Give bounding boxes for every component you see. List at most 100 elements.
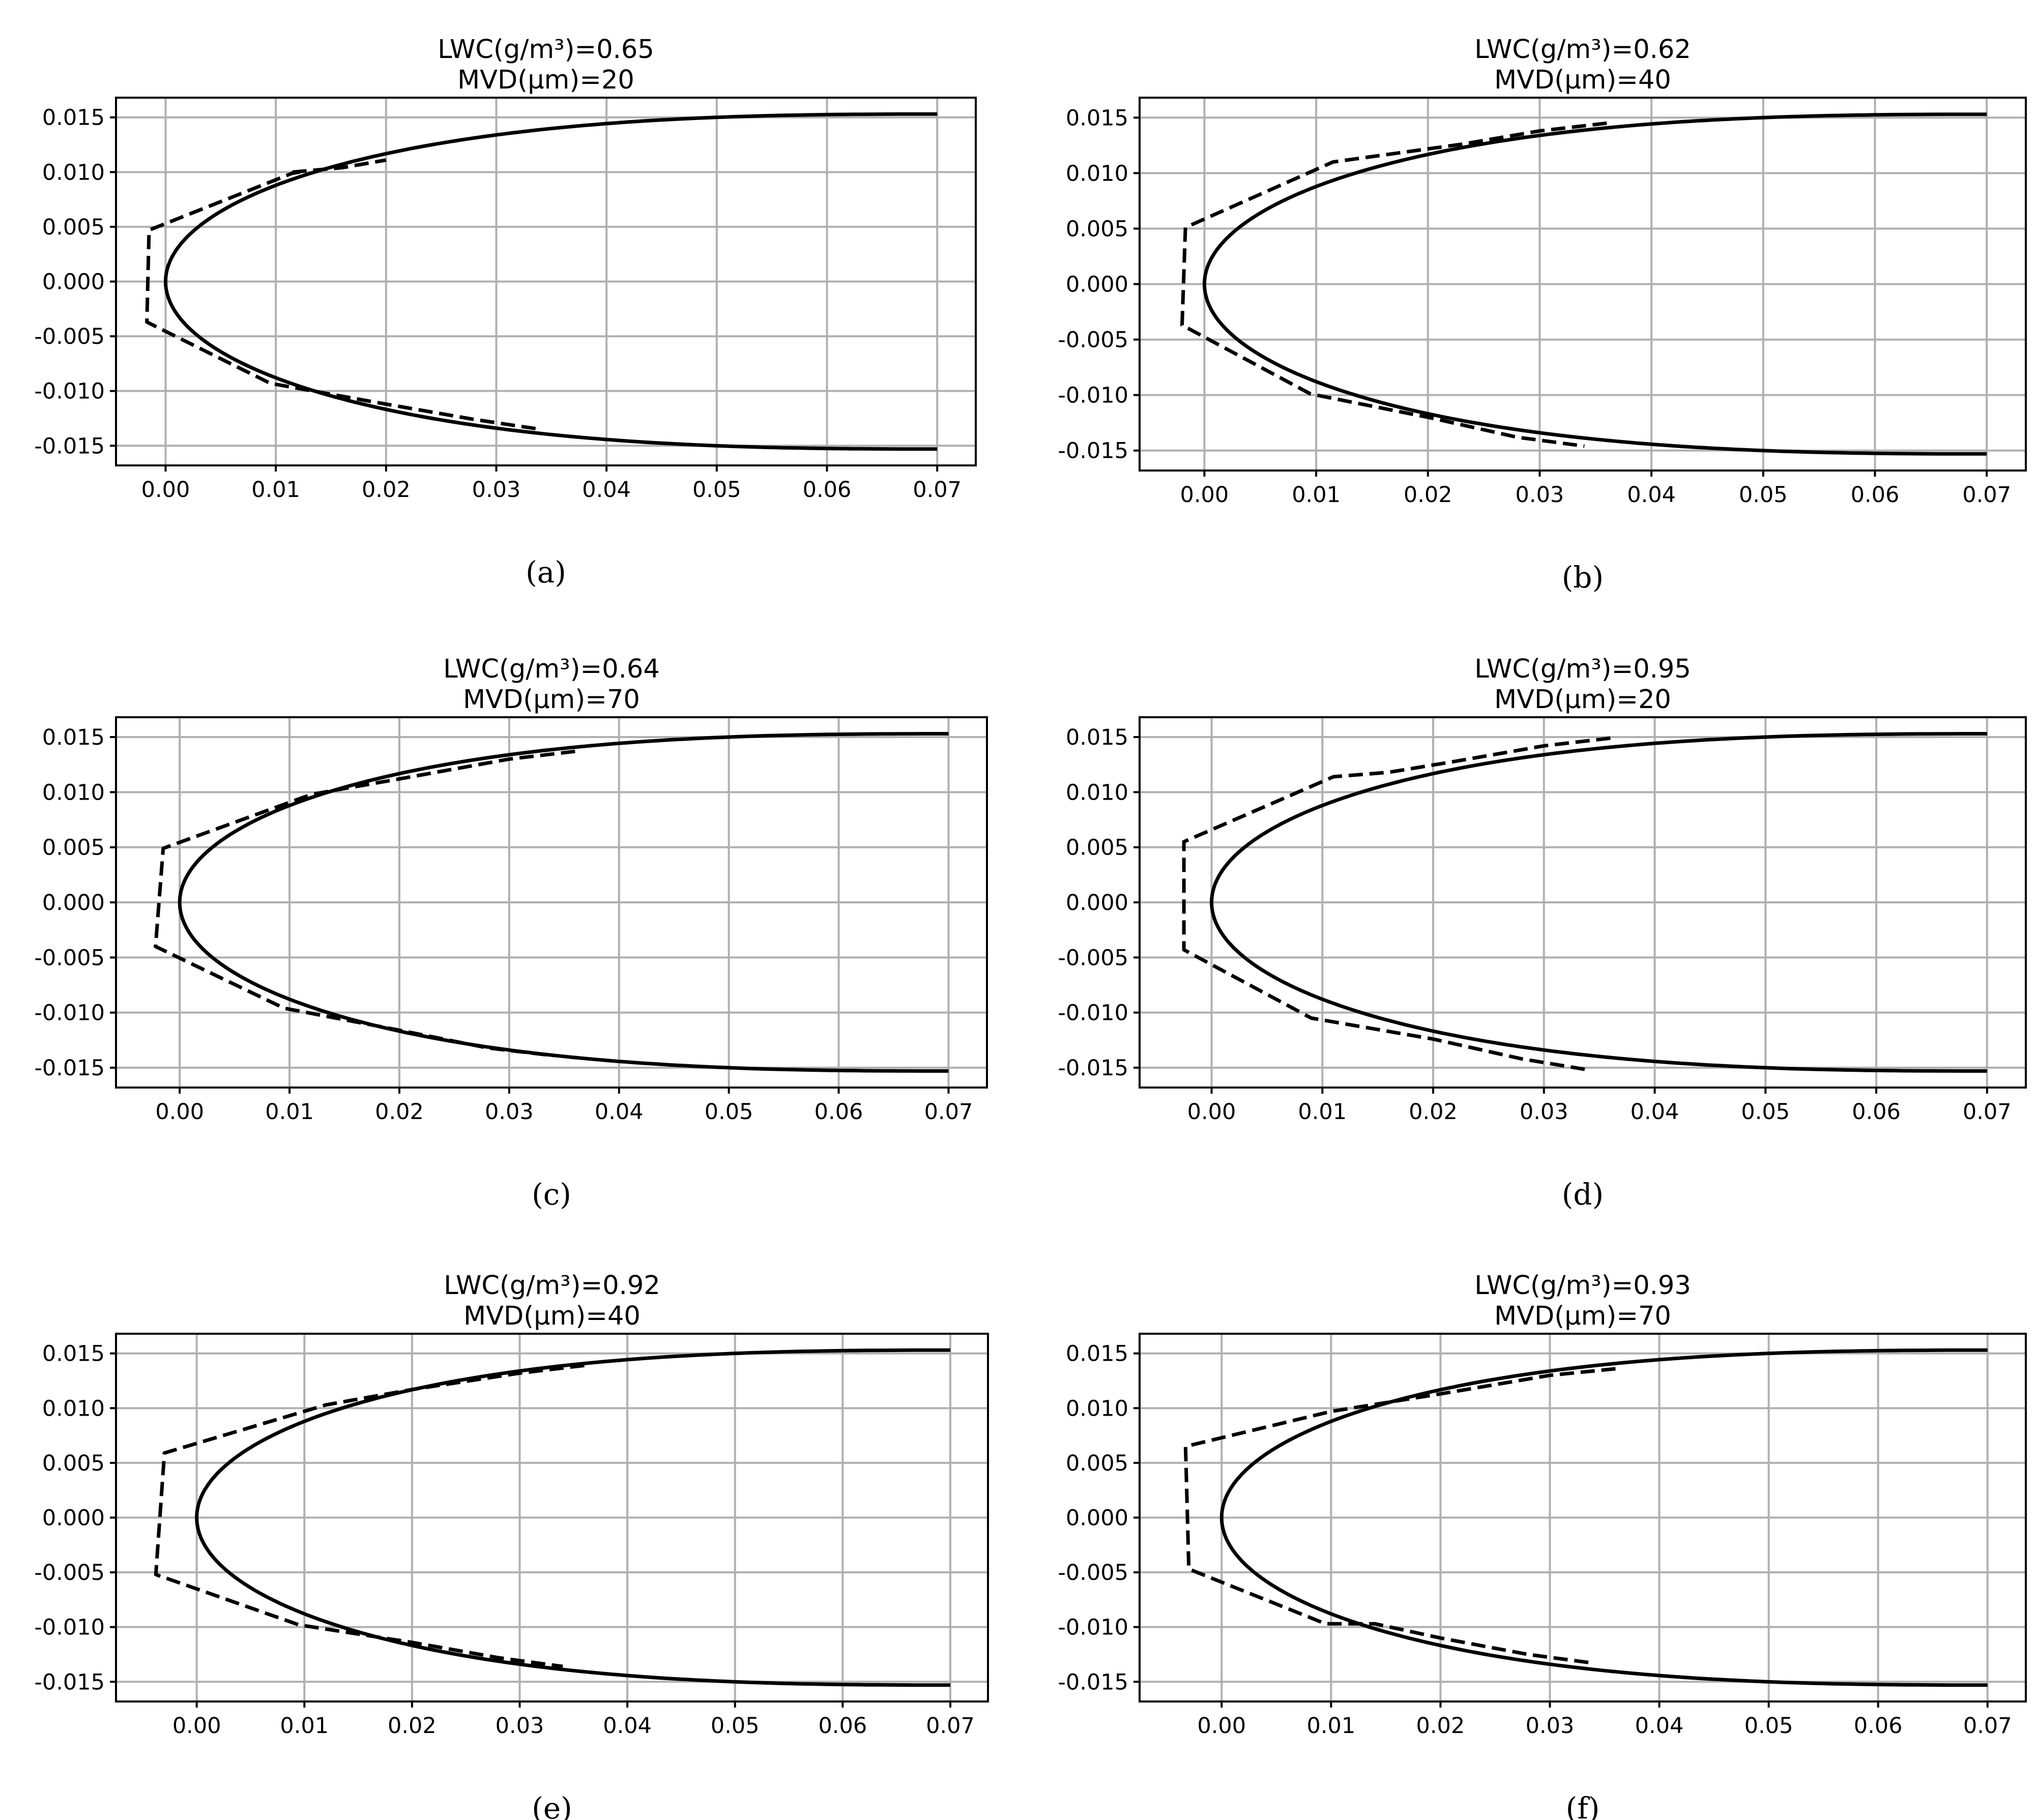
y-tick-label: 0.000 xyxy=(42,890,105,916)
y-tick-label: 0.005 xyxy=(1066,216,1128,242)
ice-shape-line xyxy=(145,170,541,431)
x-tick-label: 0.04 xyxy=(1635,1713,1684,1739)
x-tick-label: 0.06 xyxy=(1851,482,1900,508)
chart-title-lwc: LWC(g/m³)=0.62 xyxy=(1474,35,1691,65)
y-tick-label: -0.010 xyxy=(1058,1001,1128,1026)
x-tick-label: 0.05 xyxy=(692,477,741,503)
ice-shape-line xyxy=(154,749,575,1058)
clean-airfoil-line xyxy=(1210,732,1987,1073)
y-tick-label: -0.005 xyxy=(34,324,105,349)
panel-caption: (e) xyxy=(532,1791,572,1820)
x-tick-label: 0.06 xyxy=(1852,1099,1901,1125)
panel-caption: (f) xyxy=(1566,1791,1600,1820)
y-tick-label: 0.000 xyxy=(42,270,105,295)
y-tick-label: 0.010 xyxy=(42,1396,105,1421)
y-tick-label: 0.000 xyxy=(42,1506,105,1531)
x-tick-label: 0.00 xyxy=(1187,1099,1236,1125)
x-tick-label: 0.05 xyxy=(1739,482,1788,508)
x-tick-label: 0.03 xyxy=(496,1713,544,1739)
clean-airfoil-line xyxy=(1219,1348,1988,1687)
plot-frame xyxy=(115,716,988,1089)
chart-panel-c: 0.00 0.01 0.02 0.03 0.04 0.05 0.06 0.07 0.015 0.0… xyxy=(34,654,988,1212)
y-tick-label: 0.000 xyxy=(1066,272,1128,298)
x-tick-label: 0.07 xyxy=(1963,1713,2012,1739)
x-tick-label: 0.07 xyxy=(924,1099,973,1125)
chart-title-lwc: LWC(g/m³)=0.65 xyxy=(438,35,654,65)
x-tick-label: 0.00 xyxy=(155,1099,204,1125)
x-tick-label: 0.03 xyxy=(485,1099,534,1125)
y-tick-label: 0.005 xyxy=(42,1451,105,1476)
y-tick-label: 0.000 xyxy=(1066,1506,1128,1531)
clean-airfoil-line xyxy=(164,112,938,451)
panel-caption: (d) xyxy=(1562,1177,1604,1212)
x-tick-label: 0.05 xyxy=(1741,1099,1790,1125)
chart-title-mvd: MVD(μm)=20 xyxy=(1494,685,1671,715)
x-tick-label: 0.02 xyxy=(1416,1713,1465,1739)
y-tick-label: 0.015 xyxy=(42,725,105,750)
ice-shape-line xyxy=(1183,1367,1616,1665)
chart-title-lwc: LWC(g/m³)=0.92 xyxy=(444,1271,660,1301)
y-tick-label: 0.010 xyxy=(1066,780,1128,805)
y-tick-label: 0.010 xyxy=(42,780,105,805)
x-tick-label: 0.02 xyxy=(375,1099,424,1125)
x-tick-label: 0.07 xyxy=(913,477,962,503)
x-tick-label: 0.06 xyxy=(815,1099,863,1125)
x-tick-label: 0.01 xyxy=(1306,1713,1355,1739)
y-tick-label: 0.005 xyxy=(42,835,105,861)
ice-shape-line xyxy=(1182,736,1611,1072)
y-tick-label: 0.005 xyxy=(42,215,105,240)
chart-title-mvd: MVD(μm)=20 xyxy=(457,65,634,95)
plot-frame xyxy=(1139,1333,2027,1702)
y-tick-label: -0.010 xyxy=(1058,1615,1128,1640)
x-tick-label: 0.02 xyxy=(1409,1099,1458,1125)
x-tick-label: 0.05 xyxy=(705,1099,753,1125)
x-tick-label: 0.06 xyxy=(803,477,852,503)
chart-panel-d: 0.00 0.01 0.02 0.03 0.04 0.05 0.06 0.07 0.015 0.0… xyxy=(1058,654,2027,1212)
y-tick-label: 0.010 xyxy=(42,160,105,185)
x-tick-label: 0.05 xyxy=(1744,1713,1793,1739)
x-tick-label: 0.02 xyxy=(388,1713,437,1739)
chart-panel-e: 0.00 0.01 0.02 0.03 0.04 0.05 0.06 0.07 0.015 0.0… xyxy=(34,1271,989,1820)
chart-title-lwc: LWC(g/m³)=0.93 xyxy=(1474,1271,1691,1301)
ice-shape-line xyxy=(292,158,387,174)
y-tick-label: 0.015 xyxy=(42,105,105,131)
y-tick-label: 0.010 xyxy=(1066,1396,1128,1421)
x-tick-label: 0.00 xyxy=(1197,1713,1246,1739)
y-tick-label: -0.005 xyxy=(34,945,105,971)
x-tick-label: 0.00 xyxy=(172,1713,221,1739)
y-tick-label: 0.005 xyxy=(1066,835,1128,861)
chart-panel-b: 0.00 0.01 0.02 0.03 0.04 0.05 0.06 0.07 0.015 0.0… xyxy=(1058,35,2027,595)
x-tick-label: 0.01 xyxy=(1292,482,1341,508)
ice-shape-line xyxy=(1180,121,1607,448)
x-tick-label: 0.06 xyxy=(818,1713,867,1739)
plot-frame xyxy=(115,97,977,466)
y-tick-label: 0.015 xyxy=(1066,1341,1128,1367)
x-tick-label: 0.07 xyxy=(1962,482,2011,508)
plot-frame xyxy=(1139,97,2027,472)
x-tick-label: 0.07 xyxy=(1963,1099,2012,1125)
x-tick-label: 0.04 xyxy=(595,1099,644,1125)
plot-frame xyxy=(1139,716,2027,1089)
x-tick-label: 0.05 xyxy=(711,1713,760,1739)
chart-panel-a: 0.00 0.01 0.02 0.03 0.04 0.05 0.06 0.07 0.015 0.0… xyxy=(34,35,977,590)
x-tick-label: 0.01 xyxy=(265,1099,314,1125)
x-tick-label: 0.00 xyxy=(1180,482,1229,508)
ice-shape-line xyxy=(154,1363,585,1668)
y-tick-label: 0.010 xyxy=(1066,161,1128,186)
y-tick-label: 0.000 xyxy=(1066,890,1128,916)
y-tick-label: -0.005 xyxy=(1058,1560,1128,1586)
x-tick-label: 0.04 xyxy=(1627,482,1676,508)
y-tick-label: -0.005 xyxy=(34,1560,105,1586)
x-tick-label: 0.03 xyxy=(1520,1099,1568,1125)
chart-title-lwc: LWC(g/m³)=0.95 xyxy=(1474,654,1691,684)
y-tick-label: 0.015 xyxy=(42,1341,105,1367)
x-tick-label: 0.01 xyxy=(1298,1099,1347,1125)
x-tick-label: 0.03 xyxy=(1516,482,1564,508)
y-tick-label: -0.015 xyxy=(1058,1055,1128,1081)
x-tick-label: 0.02 xyxy=(1404,482,1452,508)
y-tick-label: -0.015 xyxy=(34,1669,105,1695)
x-tick-label: 0.04 xyxy=(1631,1099,1679,1125)
y-tick-label: 0.005 xyxy=(1066,1451,1128,1476)
panel-caption: (a) xyxy=(526,555,566,590)
